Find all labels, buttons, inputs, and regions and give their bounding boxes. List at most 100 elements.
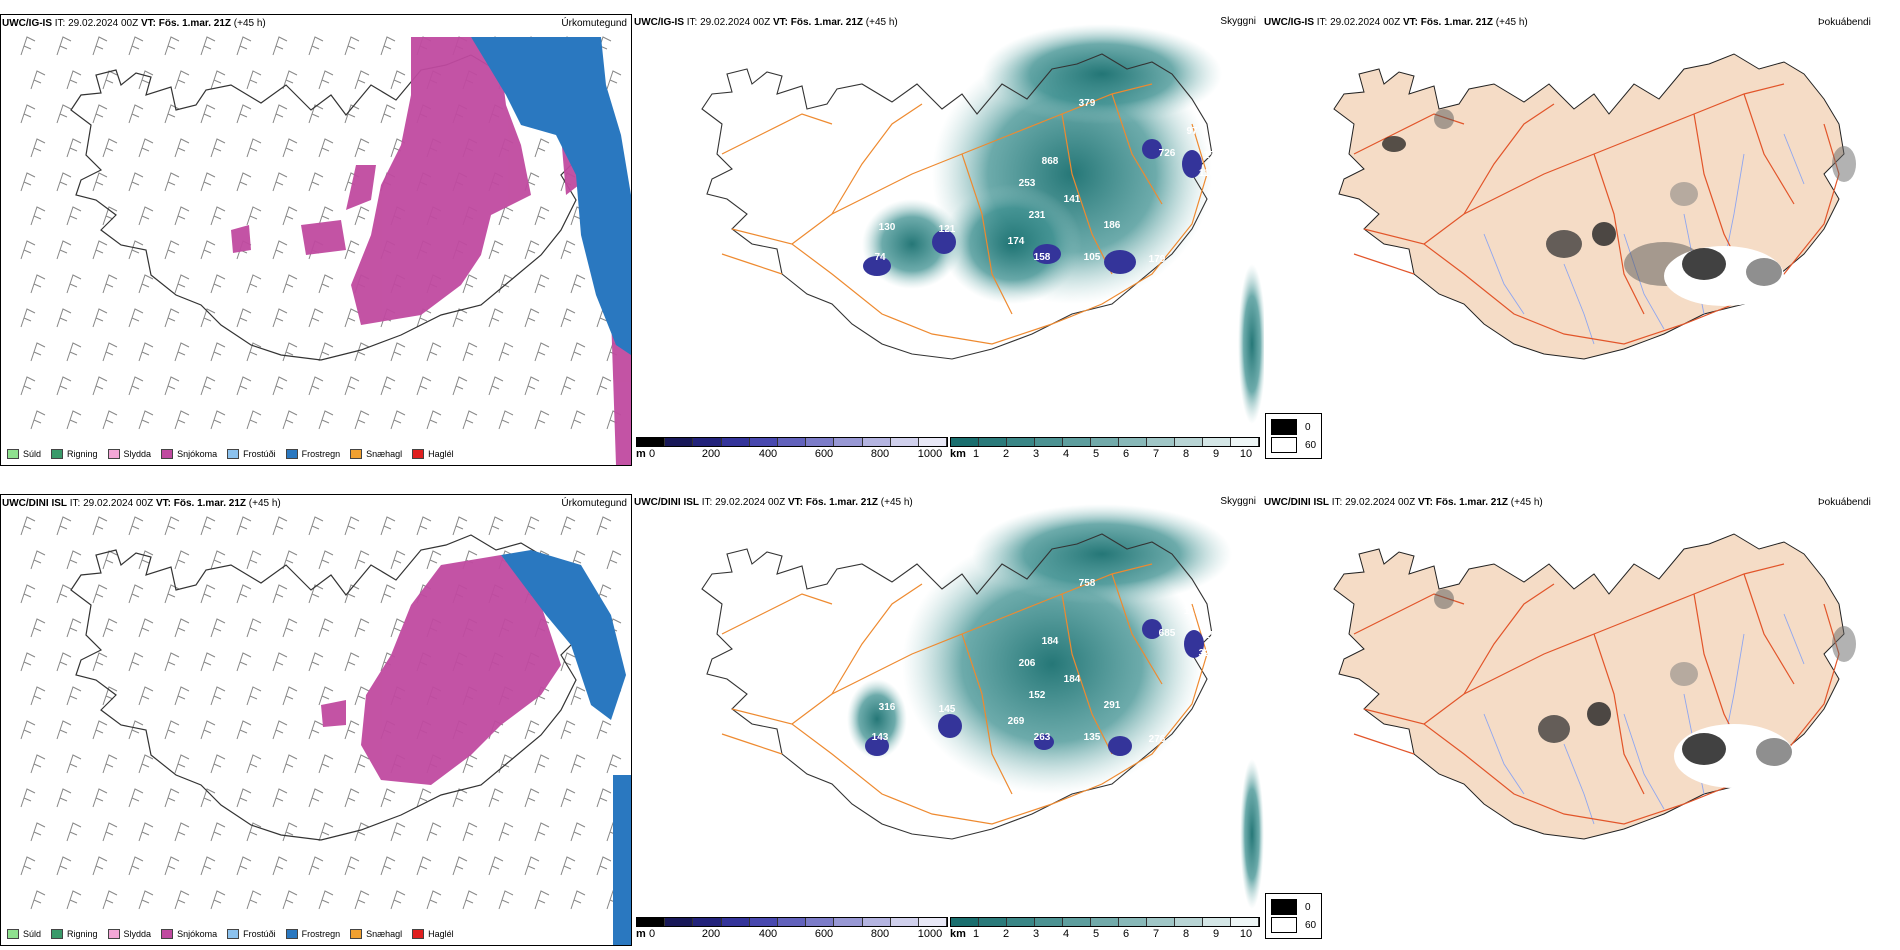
wind-barb bbox=[570, 890, 586, 910]
legend-item-drizzle: Súld bbox=[7, 929, 41, 939]
road-line bbox=[1463, 103, 1555, 215]
wind-barb bbox=[30, 206, 46, 226]
wind-barb bbox=[20, 584, 36, 604]
wind-barb bbox=[344, 240, 360, 260]
wind-barb bbox=[344, 584, 360, 604]
wind-barb bbox=[164, 36, 180, 56]
wind-barb bbox=[560, 788, 576, 808]
cloud-base-label: 291 bbox=[1104, 700, 1121, 711]
wind-barb bbox=[246, 70, 262, 90]
wind-barb bbox=[282, 206, 298, 226]
wind-barb bbox=[66, 822, 82, 842]
panel-title-precip: Úrkomutegund bbox=[561, 498, 627, 509]
wind-barb bbox=[524, 856, 540, 876]
wind-barb bbox=[138, 70, 154, 90]
wind-barb bbox=[20, 856, 36, 876]
wind-barb bbox=[534, 410, 550, 430]
panel-header: UWC/DINI ISL IT: 29.02.2024 00Z VT: Fös.… bbox=[1264, 497, 1543, 508]
wind-barb bbox=[354, 550, 370, 570]
legend-item-freezing-drizzle: Frostúði bbox=[227, 929, 276, 939]
wind-barb bbox=[272, 172, 288, 192]
wind-barb bbox=[308, 36, 324, 56]
wind-barb bbox=[596, 376, 612, 396]
wind-barb bbox=[210, 890, 226, 910]
cloudbase-colorbar bbox=[636, 917, 948, 927]
wind-barb bbox=[308, 856, 324, 876]
road-line bbox=[1743, 93, 1795, 205]
precip-map bbox=[20, 516, 631, 945]
wind-barb bbox=[318, 686, 334, 706]
panel-title-cloud: Skyggni bbox=[1220, 496, 1256, 507]
wind-barb bbox=[488, 240, 504, 260]
wind-barb bbox=[200, 788, 216, 808]
cloudbase-tick: 200 bbox=[701, 448, 721, 460]
wind-barb bbox=[272, 308, 288, 328]
wind-barb bbox=[30, 686, 46, 706]
fog-panel-row2: UWC/DINI ISL IT: 29.02.2024 00Z VT: Fös.… bbox=[1264, 494, 1900, 946]
wind-barb bbox=[92, 788, 108, 808]
wind-barb bbox=[344, 308, 360, 328]
fog-legend-label: 60 bbox=[1305, 919, 1317, 931]
wind-barb bbox=[200, 308, 216, 328]
wind-barb bbox=[452, 308, 468, 328]
wind-barb bbox=[246, 138, 262, 158]
wind-barb bbox=[354, 70, 370, 90]
wind-barb bbox=[524, 788, 540, 808]
wind-barb bbox=[380, 516, 396, 536]
wind-barb bbox=[452, 788, 468, 808]
wind-barb bbox=[210, 550, 226, 570]
road-line bbox=[1363, 603, 1840, 825]
wind-barb bbox=[20, 36, 36, 56]
wind-barb bbox=[282, 618, 298, 638]
legend-item-sleet: Slydda bbox=[107, 929, 151, 939]
road-line bbox=[1363, 123, 1840, 345]
cloud-base-label: 116 bbox=[1184, 606, 1201, 617]
cloud-base-labels: 379 97 726 868 172 116 253 141 231 186 130 121 74 174… bbox=[874, 98, 1220, 265]
wind-barb bbox=[200, 104, 216, 124]
wind-barb bbox=[66, 686, 82, 706]
wind-barb bbox=[56, 36, 72, 56]
wind-barb bbox=[282, 70, 298, 90]
fog-legend-label: 0 bbox=[1305, 421, 1311, 433]
wind-barb bbox=[66, 206, 82, 226]
wind-barb bbox=[570, 686, 586, 706]
wind-barb bbox=[236, 308, 252, 328]
river-line bbox=[1563, 263, 1595, 345]
wind-barb bbox=[56, 584, 72, 604]
wind-barb bbox=[318, 206, 334, 226]
panel-title-fog: Þokuábendi bbox=[1818, 497, 1871, 508]
wind-barb bbox=[452, 856, 468, 876]
cloud-base-label: 316 bbox=[879, 702, 896, 713]
wind-barb bbox=[318, 822, 334, 842]
wind-barb bbox=[606, 550, 622, 570]
wind-barb bbox=[344, 104, 360, 124]
wind-barb bbox=[272, 36, 288, 56]
wind-barb bbox=[308, 172, 324, 192]
panel-header: UWC/DINI ISL IT: 29.02.2024 00Z VT: Fös.… bbox=[634, 497, 913, 508]
visibility-tick: 8 bbox=[1182, 928, 1190, 940]
cloudbase-tick: 800 bbox=[870, 448, 890, 460]
legend-item-drizzle: Súld bbox=[7, 449, 41, 459]
wind-barb bbox=[210, 686, 226, 706]
wind-barb bbox=[282, 822, 298, 842]
wind-barb bbox=[354, 618, 370, 638]
wind-barb bbox=[66, 274, 82, 294]
cloud-base-label: 379 bbox=[1079, 98, 1096, 109]
wind-barb bbox=[318, 274, 334, 294]
wind-barb bbox=[56, 720, 72, 740]
cloudbase-tick: 200 bbox=[701, 928, 721, 940]
cloudbase-tick: 600 bbox=[814, 928, 834, 940]
wind-barb bbox=[92, 240, 108, 260]
wind-barb bbox=[462, 274, 478, 294]
wind-barb bbox=[426, 550, 442, 570]
fog-index-field bbox=[1382, 109, 1856, 306]
panel-title-cloud: Skyggni bbox=[1220, 16, 1256, 27]
wind-barb bbox=[282, 342, 298, 362]
road-line bbox=[721, 593, 833, 635]
wind-barb bbox=[354, 686, 370, 706]
wind-barb bbox=[498, 890, 514, 910]
wind-barb bbox=[390, 70, 406, 90]
wind-barb bbox=[236, 652, 252, 672]
road-line bbox=[1061, 593, 1113, 755]
wind-barb bbox=[390, 410, 406, 430]
